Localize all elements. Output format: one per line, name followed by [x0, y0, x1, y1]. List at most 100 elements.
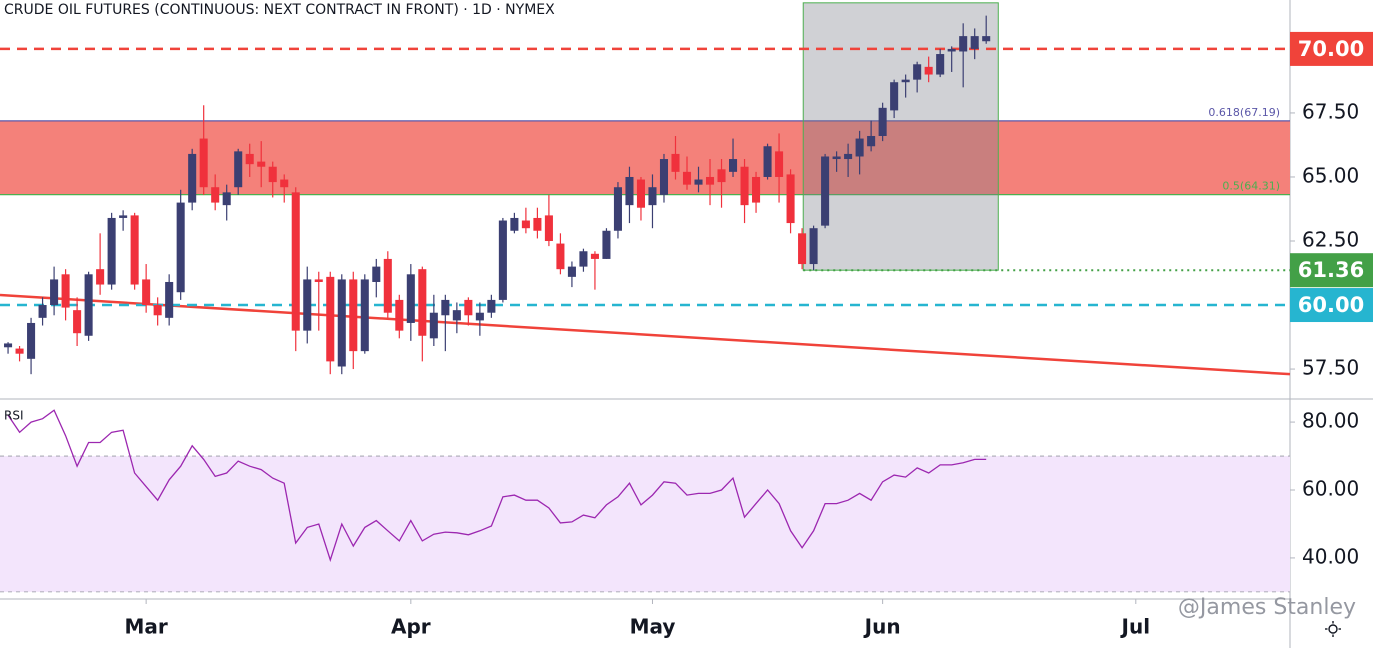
candle-body	[383, 258, 392, 313]
candle-body	[752, 176, 761, 203]
x-tick-label: Jun	[863, 615, 901, 639]
candle-body	[959, 36, 968, 52]
candle-body	[372, 266, 381, 282]
x-tick-label: Mar	[125, 615, 168, 639]
chart-title: CRUDE OIL FUTURES (CONTINUOUS: NEXT CONT…	[4, 2, 555, 18]
level-label: 60.00	[1298, 293, 1364, 317]
candle-body	[153, 305, 162, 316]
x-tick-label: Jul	[1120, 615, 1151, 639]
rsi-band	[0, 456, 1290, 592]
candle-body	[73, 310, 82, 334]
candle-body	[890, 82, 899, 111]
y-tick-label: 57.50	[1302, 356, 1359, 380]
highlight-box	[802, 2, 999, 271]
candle-body	[38, 305, 47, 318]
candle-body	[901, 79, 910, 83]
candle-body	[579, 251, 588, 267]
candle-body	[395, 299, 404, 331]
candle-body	[96, 269, 105, 285]
candle-body	[452, 310, 461, 321]
candle-body	[521, 220, 530, 229]
candle-body	[303, 279, 312, 331]
x-tick-label: Apr	[391, 615, 431, 639]
candle-body	[360, 279, 369, 352]
candle-body	[786, 174, 795, 224]
level-label-bg	[1290, 31, 1373, 66]
candle-body	[740, 166, 749, 206]
candle-body	[544, 215, 553, 242]
watermark: @James Stanley	[1178, 595, 1356, 620]
candle-body	[924, 66, 933, 75]
y-tick-label: 67.50	[1302, 99, 1359, 123]
candle-body	[441, 299, 450, 316]
y-tick-label: 62.50	[1302, 228, 1359, 252]
y-tick-label: 60.00	[1302, 477, 1359, 501]
candle-body	[406, 274, 415, 323]
candle-body	[625, 176, 634, 206]
candle-body	[326, 276, 335, 362]
candle-body	[682, 171, 692, 185]
trendline	[0, 293, 1291, 376]
candle-body	[556, 243, 565, 270]
candle-body	[821, 156, 830, 226]
candle-body	[671, 153, 680, 172]
candle-body	[418, 269, 427, 336]
candle-body	[636, 179, 645, 208]
rsi-line	[7, 409, 987, 563]
candle-body	[211, 187, 220, 203]
candle-body	[775, 151, 784, 177]
candle-body	[15, 348, 24, 354]
rsi-title: RSI	[4, 409, 24, 423]
candle-body	[61, 274, 70, 308]
candle-body	[705, 176, 715, 185]
candle-body	[798, 233, 807, 265]
candle-body	[648, 187, 657, 206]
candle-body	[913, 64, 922, 80]
candle-body	[936, 54, 945, 75]
candle-body	[970, 36, 979, 49]
candle-body	[475, 312, 484, 321]
candle-body	[257, 161, 266, 167]
candle-body	[142, 279, 151, 306]
candle-body	[222, 192, 231, 206]
candle-body	[729, 159, 738, 172]
candle-body	[464, 299, 473, 316]
candle-body	[234, 151, 243, 188]
candle-body	[982, 36, 991, 42]
fib-label: 0.5(64.31)	[1222, 180, 1280, 193]
candle-body	[487, 299, 496, 313]
candle-body	[613, 187, 622, 231]
axes: Mar Apr May Jun Jul 70.00 61.36 60.00 57.50 62.50…	[125, 31, 1373, 639]
candle-body	[878, 107, 887, 136]
settings-icon[interactable]	[1325, 621, 1341, 637]
candle-body	[590, 253, 599, 259]
fib-label: 0.618(67.19)	[1208, 106, 1280, 119]
candle-body	[947, 48, 956, 52]
candle-body	[867, 135, 876, 147]
candle-body	[199, 138, 208, 188]
candle-body	[844, 153, 853, 160]
candle-body	[533, 217, 542, 231]
candle-body	[694, 179, 703, 185]
candle-body	[429, 312, 438, 339]
candle-body	[245, 153, 254, 165]
level-label: 61.36	[1298, 258, 1364, 282]
candle-body	[130, 215, 139, 285]
candle-body	[280, 179, 289, 188]
candle-body	[809, 228, 818, 265]
candle-body	[291, 192, 300, 331]
y-tick-label: 65.00	[1302, 163, 1359, 187]
candle-body	[268, 166, 277, 183]
candle-body	[510, 217, 519, 231]
level-label-bg	[1290, 253, 1373, 288]
candle-body	[349, 279, 358, 352]
candle-body	[832, 156, 841, 160]
y-tick-label: 80.00	[1302, 409, 1359, 433]
candle-body	[4, 343, 13, 348]
y-tick-label: 40.00	[1302, 544, 1359, 568]
candle-body	[84, 274, 93, 336]
level-label-bg	[1290, 288, 1373, 323]
candle-body	[567, 266, 576, 277]
